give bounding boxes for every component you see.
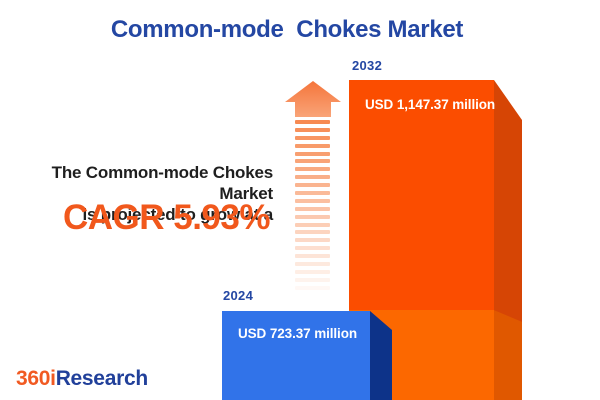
bar-2024-value-label: USD 723.37 million — [238, 326, 357, 341]
360iresearch-logo: 360iResearch — [16, 367, 148, 391]
arrow-shaft-stripe — [295, 277, 330, 282]
arrow-shaft-stripe — [295, 135, 330, 140]
tagline-line2: is projected to grow at a — [82, 205, 273, 224]
bar-2032-value-label: USD 1,147.37 million — [365, 97, 496, 112]
arrow-shaft-stripe — [295, 159, 330, 164]
growth-arrow-up-icon — [285, 81, 341, 117]
page-title: Common-mode Chokes Market — [110, 16, 464, 43]
arrow-shaft-stripe — [295, 183, 330, 188]
bar-2024-side-face — [370, 311, 392, 400]
arrow-shaft-stripe — [295, 246, 330, 251]
bar-2024-year-label: 2024 — [223, 288, 254, 303]
cagr-value: CAGR 5.93% — [62, 198, 271, 237]
market-tagline: The Common-mode Chokes Market is project… — [0, 162, 274, 225]
arrow-shaft-stripe — [295, 269, 330, 274]
bar-2024-front-face — [222, 311, 370, 400]
arrow-shaft-stripe — [295, 167, 330, 172]
arrow-shaft-stripe — [295, 230, 330, 235]
arrow-shaft-stripe — [295, 222, 330, 227]
arrow-shaft-stripe — [295, 254, 330, 259]
arrow-shaft-stripe — [295, 238, 330, 243]
logo-part-360i: 360i — [16, 367, 56, 390]
arrow-shaft-stripe — [295, 143, 330, 148]
bar-2032-year-label: 2032 — [352, 58, 383, 73]
arrow-shaft-stripe — [295, 175, 330, 180]
arrow-shaft-stripe — [295, 214, 330, 219]
bar-2032-side-face — [494, 80, 522, 400]
arrow-shaft-stripe — [295, 262, 330, 267]
arrow-shaft-stripe — [295, 120, 330, 124]
bar-2032-side-baseline-segment — [494, 310, 522, 400]
arrow-shaft-stripe — [295, 191, 330, 196]
arrow-shaft-stripe — [295, 127, 330, 132]
arrow-shaft-stripe — [295, 198, 330, 203]
tagline-line1: The Common-mode Chokes Market — [51, 163, 274, 203]
growth-arrow-fading-shaft — [295, 120, 330, 294]
arrow-shaft-stripe — [295, 151, 330, 156]
arrow-shaft-stripe — [295, 206, 330, 211]
arrow-shaft-stripe — [295, 285, 330, 290]
logo-part-research: Research — [55, 367, 148, 390]
